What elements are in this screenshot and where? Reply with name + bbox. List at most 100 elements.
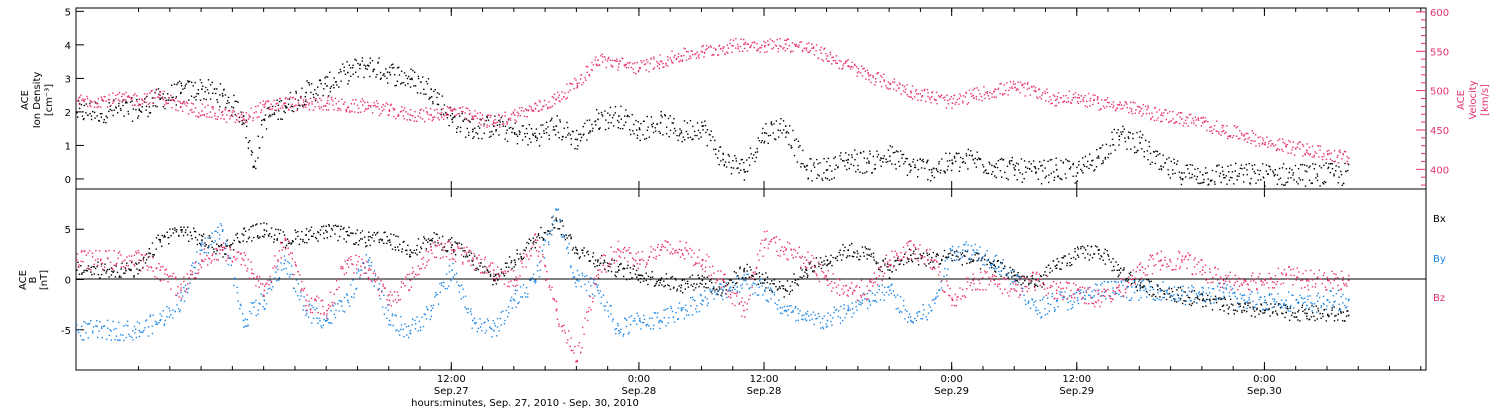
by-point <box>166 306 168 308</box>
velocity-point <box>595 56 597 58</box>
density-point <box>899 165 901 167</box>
bx-point <box>510 260 513 262</box>
bx-point <box>935 255 937 258</box>
density-point <box>598 112 600 115</box>
bx-point <box>355 232 357 235</box>
bx-point <box>91 274 93 276</box>
density-point <box>962 157 964 160</box>
density-point <box>1148 141 1150 143</box>
velocity-point <box>1130 110 1133 113</box>
velocity-point <box>340 109 342 111</box>
velocity-point <box>1015 89 1018 92</box>
density-point <box>679 133 681 135</box>
velocity-point <box>229 115 232 117</box>
by-point <box>510 300 512 302</box>
velocity-point <box>926 88 929 91</box>
density-point <box>625 121 627 123</box>
density-point <box>528 138 531 140</box>
density-point <box>785 132 787 134</box>
density-point <box>1017 163 1020 165</box>
velocity-point <box>766 51 768 53</box>
density-point <box>835 164 837 166</box>
density-point <box>232 107 235 109</box>
velocity-point <box>831 56 833 59</box>
velocity-point <box>964 96 967 98</box>
by-point <box>349 305 351 307</box>
density-point <box>145 109 147 111</box>
density-point <box>660 111 662 113</box>
density-point <box>151 97 154 99</box>
by-point <box>298 298 301 301</box>
density-point <box>476 133 479 135</box>
velocity-point <box>460 110 463 113</box>
bx-point <box>773 283 775 285</box>
x-tick-label-time: 0:00 <box>940 374 962 385</box>
bx-point <box>565 234 567 236</box>
density-point <box>1203 178 1205 181</box>
bx-point <box>789 290 792 293</box>
velocity-point <box>625 67 628 69</box>
velocity-point <box>1050 99 1052 101</box>
density-point <box>106 116 108 119</box>
velocity-point <box>382 103 384 106</box>
velocity-point <box>1302 155 1304 157</box>
x-tick-label-time: 0:00 <box>1253 374 1275 385</box>
bx-point <box>1202 306 1204 308</box>
by-point <box>518 301 520 303</box>
bx-point <box>463 255 465 258</box>
bx-point <box>251 240 253 242</box>
velocity-point <box>987 95 989 97</box>
density-point <box>1167 173 1170 176</box>
density-point <box>180 82 182 84</box>
velocity-point <box>223 118 225 120</box>
bx-point <box>865 248 867 250</box>
bx-point <box>610 270 613 273</box>
density-point <box>681 140 683 143</box>
density-point <box>171 84 173 86</box>
velocity-point <box>156 88 158 90</box>
bx-point <box>992 260 995 263</box>
bx-point <box>560 234 563 236</box>
density-point <box>400 83 402 85</box>
density-point <box>349 67 352 69</box>
velocity-point <box>277 108 280 110</box>
density-point <box>972 158 975 161</box>
velocity-point <box>122 100 124 102</box>
bx-point <box>1118 269 1121 271</box>
velocity-point <box>1180 112 1183 114</box>
bx-point <box>653 285 656 287</box>
velocity-point <box>1100 108 1102 110</box>
velocity-point <box>133 94 135 97</box>
bx-point <box>275 228 277 231</box>
bx-point <box>981 257 983 260</box>
velocity-point <box>744 41 747 44</box>
density-point <box>380 77 382 79</box>
density-point <box>442 113 445 115</box>
velocity-point <box>746 43 748 45</box>
bx-point <box>951 260 953 262</box>
bx-point <box>541 236 543 239</box>
velocity-point <box>851 61 853 63</box>
bx-point <box>504 262 507 264</box>
velocity-point <box>194 107 197 109</box>
bx-point <box>172 232 174 234</box>
bx-point <box>944 256 947 259</box>
velocity-point <box>823 48 825 50</box>
density-point <box>678 135 680 137</box>
velocity-point <box>1122 107 1124 110</box>
density-point <box>338 86 340 88</box>
bx-point <box>622 268 624 270</box>
bx-point <box>697 274 699 276</box>
density-point <box>1187 168 1189 170</box>
density-point <box>723 163 726 166</box>
velocity-point <box>250 107 252 109</box>
by-point <box>87 323 89 325</box>
density-point <box>436 96 438 99</box>
bx-point <box>343 227 345 229</box>
velocity-point <box>300 96 302 98</box>
bx-point <box>1254 316 1256 318</box>
velocity-point <box>979 93 981 95</box>
bx-point <box>1249 302 1251 304</box>
density-point <box>536 139 538 142</box>
bx-point <box>826 259 829 261</box>
